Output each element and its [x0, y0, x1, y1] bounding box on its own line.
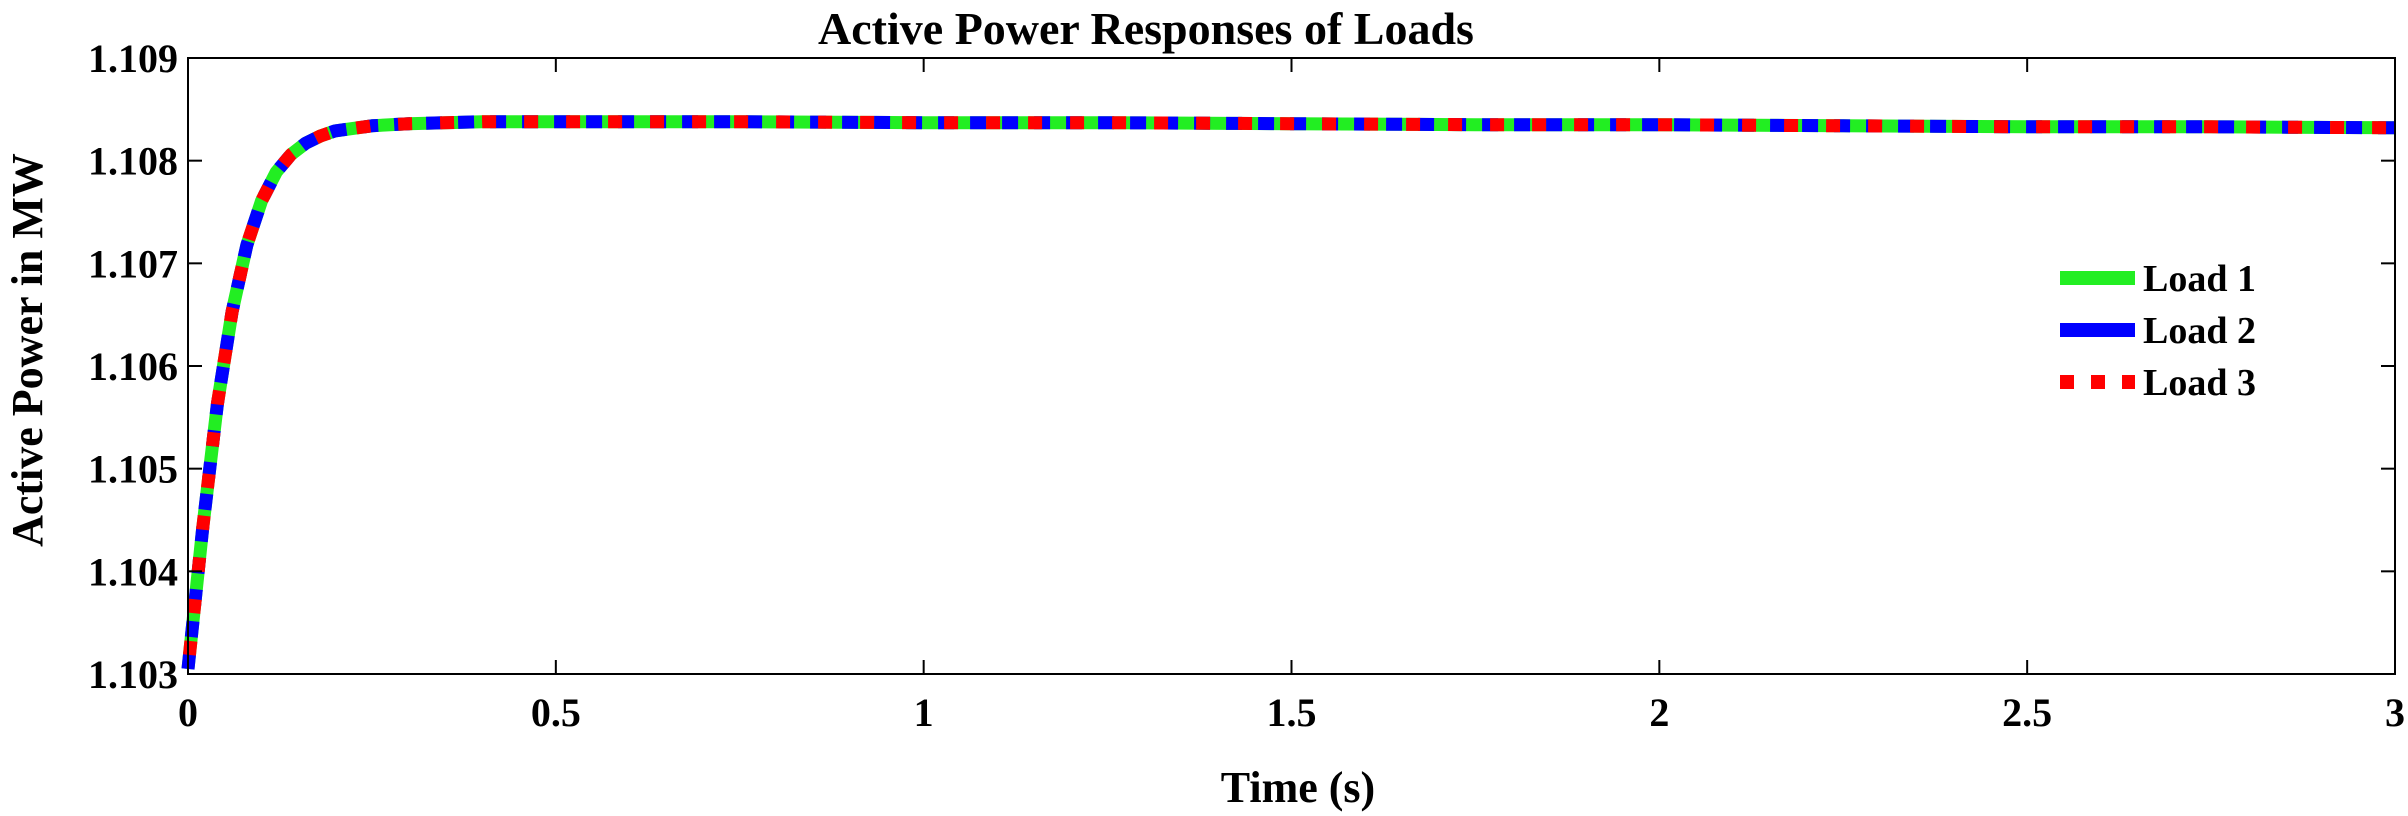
x-tick-label: 1.5 — [1267, 690, 1317, 735]
x-tick-label: 2 — [1649, 690, 1669, 735]
x-axis-label: Time (s) — [1221, 763, 1375, 812]
y-tick-label: 1.104 — [88, 549, 178, 594]
series-line-1 — [181, 115, 2396, 670]
y-tick-label: 1.108 — [88, 139, 178, 184]
chart-title: Active Power Responses of Loads — [818, 3, 1474, 54]
x-ticks: 0 0.5 1 1.5 2 2.5 3 — [178, 58, 2405, 735]
x-tick-label: 1 — [914, 690, 934, 735]
legend-label-3: Load 3 — [2143, 362, 2256, 404]
legend-label-1: Load 1 — [2143, 258, 2256, 300]
y-ticks: 1.103 1.104 1.105 1.106 1.107 1.108 1.109 — [88, 36, 2395, 697]
legend: Load 1 Load 2 Load 3 — [2060, 258, 2256, 404]
y-tick-label: 1.107 — [88, 241, 178, 286]
x-tick-label: 0 — [178, 690, 198, 735]
legend-label-2: Load 2 — [2143, 310, 2256, 352]
x-tick-label: 0.5 — [531, 690, 581, 735]
x-tick-label: 2.5 — [2002, 690, 2052, 735]
series-line-2 — [181, 115, 2396, 670]
y-tick-label: 1.105 — [88, 447, 178, 492]
series-group — [181, 115, 2396, 670]
y-tick-label: 1.103 — [88, 652, 178, 697]
y-axis-label: Active Power in MW — [3, 153, 52, 547]
y-tick-label: 1.109 — [88, 36, 178, 81]
series-line-3 — [181, 115, 2396, 670]
x-tick-label: 3 — [2385, 690, 2405, 735]
plot-frame — [187, 57, 2396, 675]
y-tick-label: 1.106 — [88, 344, 178, 389]
